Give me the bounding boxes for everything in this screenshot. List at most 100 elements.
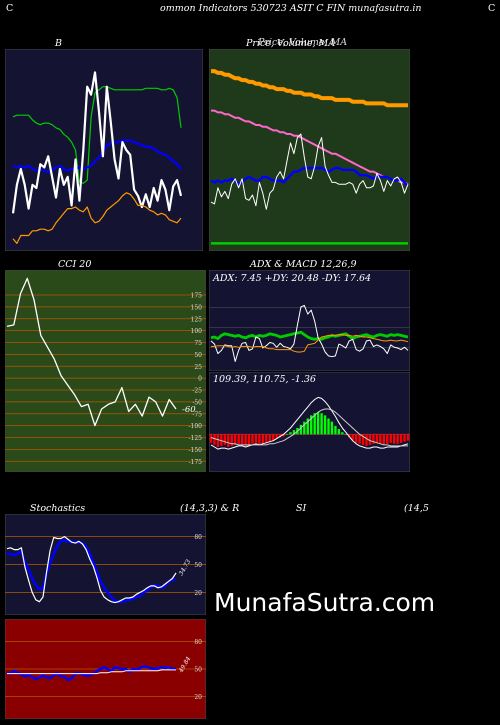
rsi-tick-label: 50	[194, 667, 202, 674]
adx-minus-dy-line	[211, 334, 409, 353]
macd-histogram-bar	[299, 424, 303, 435]
macd-histogram-bar	[209, 434, 213, 443]
macd-readout: 109.39, 110.75, -1.36	[213, 374, 316, 385]
macd-histogram-bar	[292, 430, 296, 435]
stochastics-title: Stochastics	[30, 503, 86, 514]
macd-histogram-bar	[237, 434, 240, 444]
stochastics-tick-label: 50	[194, 562, 202, 569]
macd-histogram-bar	[265, 434, 268, 443]
macd-histogram-bar	[234, 434, 237, 445]
adx-adx-line	[210, 330, 409, 341]
macd-histogram-bar	[272, 434, 275, 441]
macd-histogram-bar	[261, 434, 265, 444]
cci-tick-label: 50	[194, 352, 202, 359]
stochastics-tick-label: 20	[194, 590, 202, 597]
macd-histogram-bar	[389, 434, 392, 443]
macd-histogram-bar	[382, 434, 385, 445]
cci-tick-label: -175	[189, 459, 203, 466]
cci-tick-label: -50	[192, 399, 202, 406]
macd-histogram-bar	[268, 434, 271, 442]
macd-signal-line	[210, 408, 408, 447]
macd-histogram-bar	[213, 434, 216, 445]
macd-histogram-bar	[310, 415, 313, 435]
price-ma-background	[209, 49, 410, 251]
adx-background	[209, 270, 410, 371]
macd-histogram-bar	[258, 434, 261, 445]
right-mark: C	[488, 3, 496, 14]
macd-macd-line	[210, 396, 409, 450]
macd-histogram-bar	[289, 432, 292, 435]
macd-histogram-bar	[403, 434, 406, 442]
price-ma-ma-short-line	[210, 166, 409, 187]
bollinger-close-line	[11, 71, 183, 214]
macd-histogram-bar	[306, 418, 309, 435]
macd-histogram-bar	[282, 434, 285, 437]
rsi-tick-label: 20	[194, 694, 202, 701]
macd-histogram-bar	[386, 434, 389, 444]
price-ma-price-line	[210, 133, 409, 210]
cci-tick-label: -75	[192, 411, 202, 418]
price-ma-title: Price, Volume, MA	[246, 38, 336, 49]
rsi-mfi-line	[7, 669, 176, 675]
stochastics-k-line	[6, 538, 177, 603]
bollinger-lower-line	[12, 192, 182, 244]
adx-plus-dy-line	[210, 304, 409, 362]
macd-histogram-bar	[399, 434, 403, 443]
macd-histogram-bar	[334, 425, 337, 435]
adx-readout: ADX: 7.45 +DY: 20.48 -DY: 17.64	[213, 273, 372, 284]
cci-tick-label: 75	[194, 340, 202, 347]
macd-histogram-bar	[323, 415, 327, 435]
macd-histogram-bar	[392, 434, 396, 444]
macd-histogram-bar	[341, 432, 344, 435]
watermark: MunafaSutra.com	[214, 588, 436, 617]
cci-tick-label: 25	[194, 364, 202, 371]
bollinger-title: B	[55, 38, 62, 49]
rsi-title: SI	[296, 503, 307, 514]
macd-histogram-bar	[372, 434, 375, 444]
macd-histogram-bar	[375, 434, 379, 443]
macd-histogram-bar	[316, 412, 320, 435]
left-mark: C	[6, 3, 14, 14]
macd-histogram-bar	[247, 434, 251, 445]
bollinger-middle-line	[12, 139, 182, 174]
adx-panel	[209, 270, 410, 371]
cci-tick-label: -125	[189, 435, 203, 442]
macd-histogram-bar	[396, 434, 399, 444]
macd-histogram-bar	[313, 413, 316, 435]
macd-histogram-bar	[227, 434, 230, 447]
macd-histogram-bar	[254, 434, 258, 443]
macd-histogram-bar	[327, 418, 330, 435]
stochastics-title-mid: (14,3,3) & R	[180, 503, 240, 514]
macd-histogram-bar	[337, 429, 341, 435]
bollinger-panel	[5, 49, 203, 251]
cci-tick-label: -25	[192, 388, 202, 395]
cci-tick-label: 150	[191, 304, 203, 311]
rsi-rsi-line	[6, 665, 176, 682]
macd-histogram-bar	[303, 421, 306, 435]
cci-tick-label: 100	[191, 328, 203, 335]
macd-histogram-bar	[244, 434, 247, 446]
price-ma-ma-mid-line	[211, 109, 409, 186]
rsi-title-right: (14,5	[404, 503, 429, 514]
price-ma-ma-long-line	[211, 69, 408, 108]
cci-tick-label: 125	[191, 316, 203, 323]
macd-histogram-bar	[251, 434, 254, 444]
macd-histogram-bar	[358, 434, 361, 444]
macd-histogram-bar	[320, 413, 323, 435]
price-ma-title-overlay: Price, Volume, MA	[258, 37, 348, 48]
cci-panel: 175 150 125 100 75 50 25 0 -25 -50 -75 -100 -125 -150…	[5, 270, 206, 472]
macd-histogram-bar	[223, 434, 227, 445]
macd-histogram-bar	[285, 434, 289, 435]
macd-histogram-bar	[344, 434, 347, 435]
price-ma-panel	[209, 49, 410, 251]
cci-tick-label: -100	[189, 423, 203, 430]
macd-background	[209, 372, 410, 472]
cci-tick-label: 0	[198, 376, 202, 383]
cci-title: CCI 20	[58, 259, 92, 270]
rsi-tick-label: 80	[194, 639, 202, 646]
stochastics-tick-label: 80	[194, 534, 202, 541]
macd-histogram-bar	[216, 434, 220, 447]
macd-histogram-bar	[220, 434, 223, 446]
